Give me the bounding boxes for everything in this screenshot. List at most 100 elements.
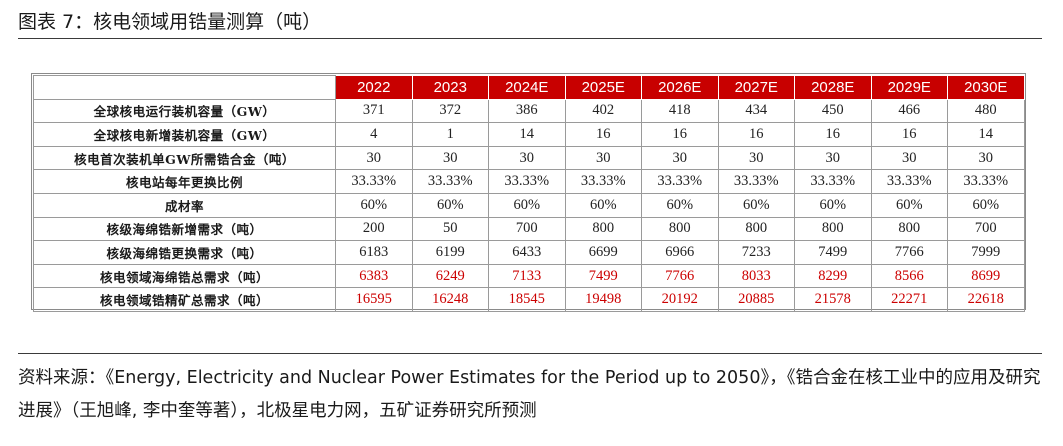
- table-row: 成材率 60% 60% 60% 60% 60% 60% 60% 60% 60%: [33, 192, 1025, 218]
- table-cell: 22271: [870, 287, 948, 312]
- table-cell: 16595: [335, 287, 413, 312]
- table-cell: 466: [870, 98, 948, 124]
- table-cell: 386: [488, 98, 566, 124]
- table-cell: 33.33%: [335, 169, 413, 194]
- header-corner: [33, 75, 336, 100]
- row-label: 核级海绵锆新增需求（吨）: [33, 216, 336, 242]
- table-cell: 33.33%: [411, 169, 489, 194]
- table-cell: 450: [794, 98, 872, 124]
- year-header: 2027E: [717, 75, 795, 100]
- year-header: 2024E: [488, 75, 566, 100]
- year-header: 2028E: [794, 75, 872, 100]
- table-cell: 22618: [947, 287, 1025, 312]
- table-cell: 402: [564, 98, 642, 124]
- table-cell: 33.33%: [641, 169, 719, 194]
- table-row: 核级海绵锆新增需求（吨） 200 50 700 800 800 800 800 …: [33, 216, 1025, 242]
- table-cell: 372: [411, 98, 489, 124]
- table-cell: 60%: [870, 192, 948, 218]
- table-row: 核级海绵锆更换需求（吨） 6183 6199 6433 6699 6966 72…: [33, 240, 1025, 265]
- table-cell: 30: [411, 145, 489, 171]
- table-cell: 14: [947, 122, 1025, 147]
- table-cell: 6249: [411, 263, 489, 289]
- table-row: 核电站每年更换比例 33.33% 33.33% 33.33% 33.33% 33…: [33, 169, 1025, 194]
- table-cell: 418: [641, 98, 719, 124]
- table-cell: 800: [794, 216, 872, 242]
- table-cell: 16: [564, 122, 642, 147]
- table-cell: 8033: [717, 263, 795, 289]
- figure-title: 图表 7：核电领域用锆量测算（吨）: [18, 11, 322, 33]
- table-cell: 21578: [794, 287, 872, 312]
- table-cell: 33.33%: [564, 169, 642, 194]
- table-cell: 6966: [641, 240, 719, 265]
- table-cell: 6383: [335, 263, 413, 289]
- table-header-row: 2022 2023 2024E 2025E 2026E 2027E 2028E …: [33, 75, 1025, 100]
- table-cell: 33.33%: [947, 169, 1025, 194]
- table-cell: 6433: [488, 240, 566, 265]
- row-label: 成材率: [33, 192, 336, 218]
- table-cell: 7766: [641, 263, 719, 289]
- table-cell: 8299: [794, 263, 872, 289]
- table-cell: 7999: [947, 240, 1025, 265]
- table-cell: 7766: [870, 240, 948, 265]
- table-cell: 60%: [794, 192, 872, 218]
- row-label: 核电领域锆精矿总需求（吨）: [33, 287, 336, 312]
- table-cell: 33.33%: [488, 169, 566, 194]
- table-cell: 200: [335, 216, 413, 242]
- table-cell: 30: [717, 145, 795, 171]
- table-cell: 30: [947, 145, 1025, 171]
- table-cell: 30: [794, 145, 872, 171]
- table-cell: 33.33%: [870, 169, 948, 194]
- table-cell: 20885: [717, 287, 795, 312]
- table-cell: 800: [641, 216, 719, 242]
- table-cell: 30: [641, 145, 719, 171]
- table-cell: 60%: [641, 192, 719, 218]
- table-cell: 16: [870, 122, 948, 147]
- table-cell: 800: [870, 216, 948, 242]
- table-row: 全球核电新增装机容量（GW） 4 1 14 16 16 16 16 16 14: [33, 122, 1025, 147]
- table-cell: 7133: [488, 263, 566, 289]
- table-cell: 30: [335, 145, 413, 171]
- table-cell: 700: [488, 216, 566, 242]
- table-cell: 480: [947, 98, 1025, 124]
- table-cell: 18545: [488, 287, 566, 312]
- table-cell: 16248: [411, 287, 489, 312]
- table-cell: 60%: [488, 192, 566, 218]
- table-cell: 800: [564, 216, 642, 242]
- table-cell: 7233: [717, 240, 795, 265]
- year-header: 2029E: [870, 75, 948, 100]
- table-cell: 60%: [335, 192, 413, 218]
- table-cell: 800: [717, 216, 795, 242]
- year-header: 2026E: [641, 75, 719, 100]
- table-cell: 6699: [564, 240, 642, 265]
- table-cell: 30: [870, 145, 948, 171]
- table-cell: 33.33%: [717, 169, 795, 194]
- table-cell: 33.33%: [794, 169, 872, 194]
- table-cell: 60%: [564, 192, 642, 218]
- title-divider: [18, 38, 1042, 39]
- row-label: 全球核电新增装机容量（GW）: [33, 122, 336, 147]
- table-cell: 16: [717, 122, 795, 147]
- row-label: 核级海绵锆更换需求（吨）: [33, 240, 336, 265]
- row-label: 核电站每年更换比例: [33, 169, 336, 194]
- table-cell: 50: [411, 216, 489, 242]
- source-note: 资料来源：《Energy, Electricity and Nuclear Po…: [18, 368, 1041, 421]
- year-header: 2023: [411, 75, 489, 100]
- table-cell: 7499: [564, 263, 642, 289]
- row-label: 全球核电运行装机容量（GW）: [33, 98, 336, 124]
- table-cell: 6183: [335, 240, 413, 265]
- year-header: 2022: [335, 75, 413, 100]
- table-cell: 16: [794, 122, 872, 147]
- zirconium-demand-table: 2022 2023 2024E 2025E 2026E 2027E 2028E …: [33, 75, 1025, 312]
- table-cell: 8699: [947, 263, 1025, 289]
- row-label: 核电领域海绵锆总需求（吨）: [33, 263, 336, 289]
- table-cell: 30: [564, 145, 642, 171]
- table-cell: 1: [411, 122, 489, 147]
- table-cell: 60%: [411, 192, 489, 218]
- table-cell: 19498: [564, 287, 642, 312]
- table-cell: 434: [717, 98, 795, 124]
- table-cell: 8566: [870, 263, 948, 289]
- table-row-highlight: 核电领域海绵锆总需求（吨） 6383 6249 7133 7499 7766 8…: [33, 263, 1025, 289]
- year-header: 2030E: [947, 75, 1025, 100]
- source-divider: [18, 353, 1042, 354]
- table-cell: 60%: [717, 192, 795, 218]
